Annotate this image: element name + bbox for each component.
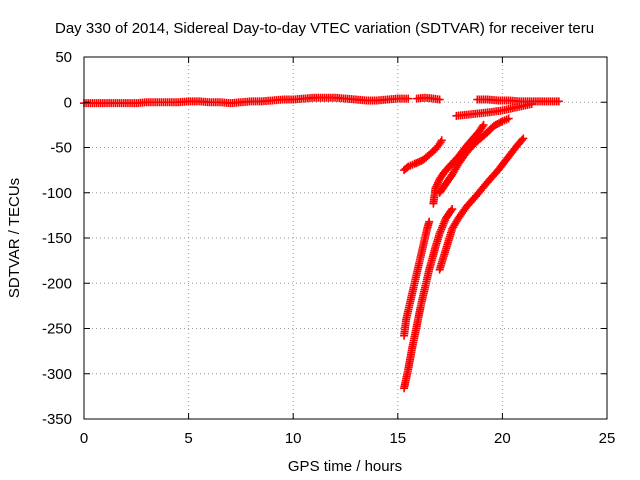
y-tick-label: -300: [42, 366, 72, 383]
x-axis-label: GPS time / hours: [288, 458, 402, 475]
data-point: [425, 217, 434, 226]
data-point: [433, 180, 442, 189]
data-point: [496, 118, 505, 127]
y-tick-label: -200: [42, 275, 72, 292]
data-point: [432, 182, 441, 191]
y-tick-label: -100: [42, 185, 72, 202]
x-tick-label: 0: [80, 430, 88, 447]
data-point: [448, 205, 457, 214]
data-point: [518, 135, 527, 144]
x-tick-label: 15: [389, 430, 406, 447]
data-series-9: [435, 134, 528, 274]
chart-title: Day 330 of 2014, Sidereal Day-to-day VTE…: [55, 20, 594, 37]
data-point: [554, 97, 563, 106]
data-series-2: [473, 95, 563, 106]
data-point: [436, 138, 445, 147]
data-series-3: [452, 100, 536, 120]
y-tick-label: -150: [42, 230, 72, 247]
y-tick-label: -350: [42, 411, 72, 428]
data-point: [479, 120, 488, 129]
data-series-8: [435, 114, 513, 197]
x-axis-ticks: 0 5 10 15 20 25: [80, 57, 616, 447]
data-series-6: [400, 205, 457, 393]
y-tick-label: 0: [64, 94, 72, 111]
data-points: [80, 93, 563, 393]
x-tick-label: 10: [285, 430, 302, 447]
data-point: [504, 114, 513, 123]
y-tick-label: -250: [42, 321, 72, 338]
data-series-1: [412, 93, 444, 104]
data-point: [431, 184, 440, 193]
data-point: [435, 95, 444, 104]
data-series-0: [80, 93, 413, 108]
data-point: [447, 206, 456, 215]
grid-lines: [84, 57, 607, 419]
data-point: [404, 94, 413, 103]
y-axis-label: SDTVAR / TECUs: [6, 178, 23, 298]
y-tick-label: -50: [50, 140, 72, 157]
x-tick-label: 20: [494, 430, 511, 447]
data-point: [527, 100, 536, 109]
data-point: [437, 136, 446, 145]
data-series-5: [400, 217, 434, 340]
data-series-7: [429, 120, 488, 208]
data-point: [478, 122, 487, 131]
data-point: [519, 134, 528, 143]
y-tick-label: 50: [55, 49, 72, 66]
data-point: [433, 178, 442, 187]
data-series-4: [400, 136, 446, 175]
x-tick-label: 5: [184, 430, 192, 447]
x-tick-label: 25: [599, 430, 616, 447]
y-axis-ticks: 50 0 -50 -100 -150 -200 -250 -300 -350: [42, 49, 607, 428]
